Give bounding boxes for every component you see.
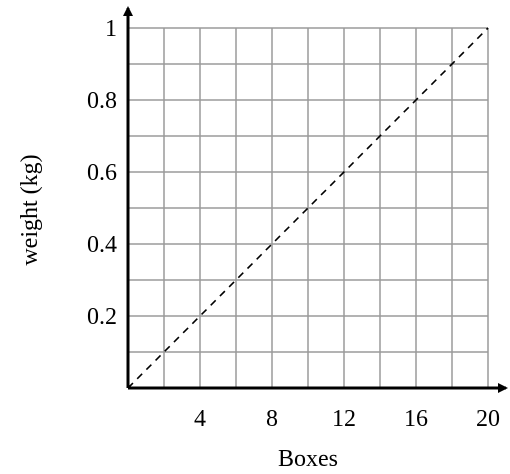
x-tick-label: 4 [194, 406, 206, 432]
x-tick-label: 16 [404, 406, 428, 432]
series-line [127, 27, 489, 389]
tick-labels: 4 8 12 16 20 0.2 0.4 0.6 0.8 1 [87, 16, 500, 432]
y-tick-label: 0.6 [87, 160, 117, 186]
x-tick-label: 20 [476, 406, 500, 432]
y-axis-title: weight (kg) [17, 154, 43, 265]
y-tick-label: 1 [105, 16, 117, 42]
x-tick-label: 8 [266, 406, 278, 432]
x-axis-title: Boxes [278, 446, 338, 472]
series-layer [127, 27, 489, 389]
x-tick-label: 12 [332, 406, 356, 432]
y-tick-label: 0.2 [87, 304, 117, 330]
axes [123, 6, 508, 393]
grid [128, 27, 489, 388]
y-tick-label: 0.8 [87, 88, 117, 114]
y-tick-label: 0.4 [87, 232, 117, 258]
